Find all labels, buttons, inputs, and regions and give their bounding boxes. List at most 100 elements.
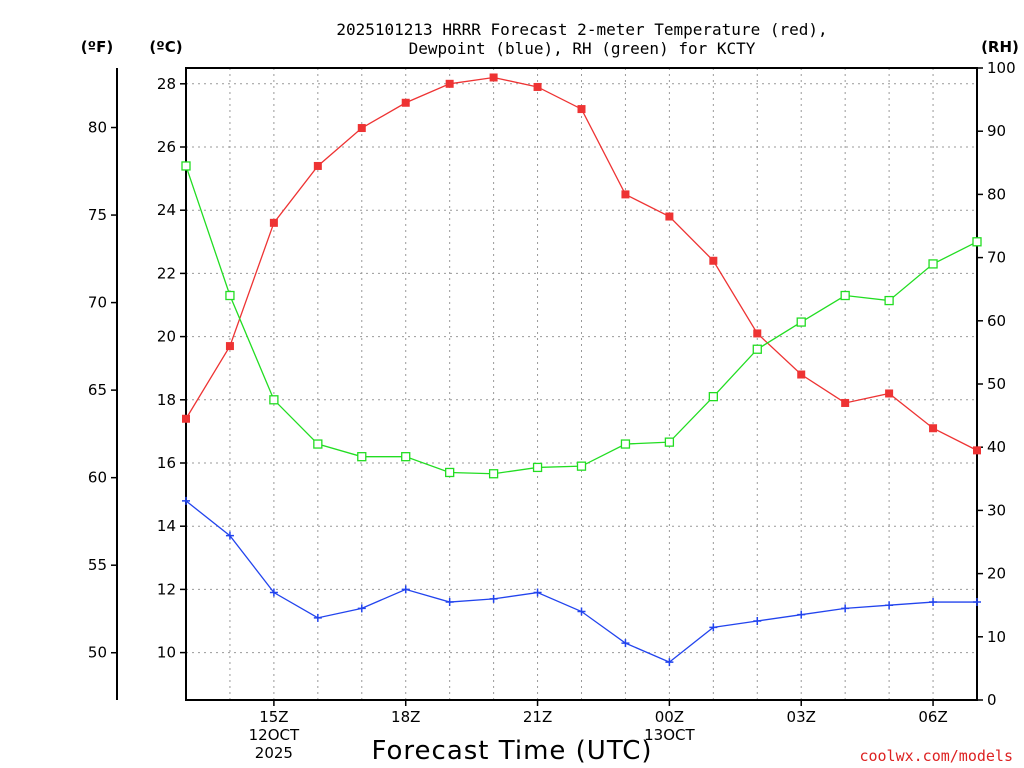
- dewpoint-point: [665, 658, 674, 667]
- rh-tick-label: 20: [987, 565, 1006, 583]
- celsius-tick-label: 26: [157, 138, 176, 156]
- rh-point: [620, 439, 631, 449]
- rh-point: [181, 161, 191, 171]
- celsius-tick-label: 24: [157, 201, 176, 219]
- temperature-point: [973, 446, 981, 455]
- temperature-point: [841, 398, 850, 407]
- grid-lines: [186, 68, 977, 700]
- rh-tick-label: 10: [987, 628, 1006, 646]
- x-tick-label: 00Z: [655, 708, 684, 726]
- temperature-point: [709, 256, 718, 265]
- dewpoint-point: [489, 594, 498, 603]
- rh-point: [884, 295, 894, 306]
- dewpoint-point: [885, 601, 894, 610]
- temperature-point: [269, 218, 278, 227]
- dewpoint-point: [929, 598, 938, 607]
- x-tick-label: 2025: [255, 744, 293, 762]
- temperature-point: [665, 212, 674, 221]
- x-tick-label: 12OCT: [249, 726, 300, 744]
- rh-point: [752, 344, 762, 354]
- celsius-unit-label: (ºC): [149, 38, 182, 56]
- chart-title-line1: 2025101213 HRRR Forecast 2-meter Tempera…: [336, 20, 827, 39]
- rh-point: [972, 237, 982, 247]
- rh-point: [576, 461, 587, 471]
- temperature-point: [533, 82, 542, 91]
- rh-tick-label: 50: [987, 375, 1006, 393]
- fahrenheit-tick-label: 80: [88, 119, 107, 137]
- dewpoint-point: [182, 496, 190, 505]
- celsius-tick-label: 10: [157, 644, 176, 662]
- temperature-point: [797, 370, 806, 379]
- celsius-tick-label: 28: [157, 75, 176, 93]
- plot-frame: [185, 67, 978, 701]
- rh-point: [928, 259, 938, 269]
- rh-point: [840, 290, 850, 301]
- temperature-point: [445, 79, 454, 88]
- temperature-point: [753, 329, 762, 338]
- rh-unit-label: (RH): [981, 38, 1019, 56]
- temperature-point: [401, 98, 410, 107]
- dewpoint-point: [841, 604, 850, 613]
- temperature-point: [621, 190, 630, 199]
- rh-point: [357, 452, 367, 462]
- temperature-point: [357, 124, 366, 133]
- temperature-point: [577, 105, 586, 114]
- celsius-tick-label: 20: [157, 328, 176, 346]
- dewpoint-point: [533, 588, 542, 597]
- rh-point: [532, 462, 543, 473]
- x-tick-label: 06Z: [918, 708, 947, 726]
- rh-point: [796, 317, 806, 327]
- temperature-point: [489, 73, 498, 82]
- rh-tick-label: 90: [987, 122, 1006, 140]
- dewpoint-point: [797, 610, 806, 619]
- x-tick-label: 21Z: [523, 708, 552, 726]
- chart-title-line2: Dewpoint (blue), RH (green) for KCTY: [409, 39, 756, 58]
- temperature-point: [885, 389, 894, 398]
- dewpoint-point: [225, 531, 234, 540]
- temperature-line: [185, 76, 978, 451]
- rh-tick-label: 100: [987, 59, 1016, 77]
- axes: 50 55 60 65 70 75 80 10 12 14 16 18 20 22 24 26 28 0 10 20 3…: [88, 59, 1016, 709]
- rh-tick-label: 70: [987, 249, 1006, 267]
- x-tick-label: 15Z: [259, 708, 288, 726]
- rh-point: [225, 290, 235, 301]
- temperature-point: [225, 342, 234, 351]
- rh-point: [664, 437, 675, 447]
- dewpoint-point: [313, 613, 322, 622]
- rh-point: [269, 395, 279, 405]
- rh-tick-label: 0: [987, 691, 997, 709]
- fahrenheit-tick-label: 75: [88, 206, 107, 224]
- rh-point: [401, 452, 411, 462]
- rh-point: [708, 391, 718, 402]
- celsius-tick-label: 16: [157, 454, 176, 472]
- rh-point: [488, 469, 499, 479]
- rh-point: [313, 439, 323, 449]
- temperature-point: [929, 424, 938, 433]
- celsius-tick-label: 12: [157, 580, 176, 598]
- dewpoint-point: [269, 588, 278, 597]
- rh-tick-label: 30: [987, 501, 1006, 519]
- dewpoint-point: [577, 607, 586, 616]
- rh-tick-label: 40: [987, 438, 1006, 456]
- celsius-tick-label: 22: [157, 264, 176, 282]
- celsius-tick-label: 14: [157, 517, 176, 535]
- dewpoint-point: [621, 639, 630, 648]
- fahrenheit-tick-label: 70: [88, 294, 107, 312]
- dewpoint-point: [973, 598, 981, 607]
- dewpoint-point: [753, 617, 762, 625]
- x-tick-label: 18Z: [391, 708, 420, 726]
- fahrenheit-tick-label: 60: [88, 469, 107, 487]
- x-tick-label: 13OCT: [644, 726, 695, 744]
- fahrenheit-unit-label: (ºF): [81, 38, 113, 56]
- temperature-point: [182, 414, 190, 423]
- fahrenheit-tick-label: 55: [88, 556, 107, 574]
- x-tick-label: 03Z: [787, 708, 816, 726]
- temperature-point: [313, 161, 322, 170]
- source-credit: coolwx.com/models: [859, 747, 1013, 765]
- rh-tick-label: 60: [987, 312, 1006, 330]
- x-axis-label: Forecast Time (UTC): [371, 736, 652, 766]
- rh-point: [445, 467, 455, 478]
